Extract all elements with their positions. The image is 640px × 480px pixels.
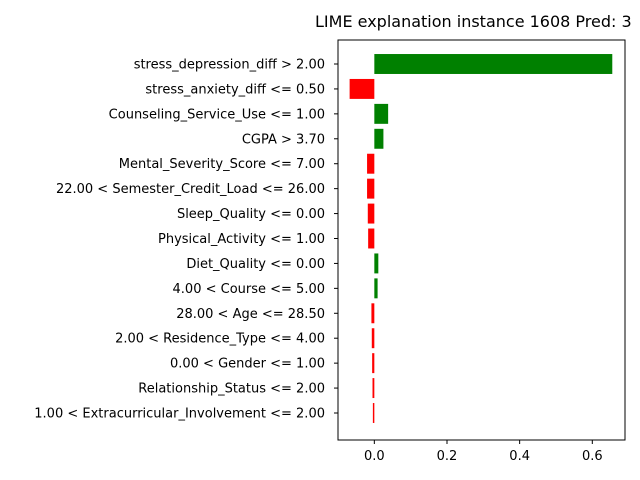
y-tick-label-0: stress_depression_diff > 2.00 — [134, 58, 325, 73]
y-tick-label-10: 28.00 < Age <= 28.50 — [176, 307, 325, 322]
y-tick-label-14: 1.00 < Extracurricular_Involvement <= 2.… — [34, 407, 325, 422]
bar-4 — [367, 153, 375, 174]
y-tick-label-13: Relationship_Status <= 2.00 — [138, 382, 325, 397]
plot-frame — [337, 39, 626, 441]
bar-5 — [367, 178, 375, 199]
y-tick-label-4: Mental_Severity_Score <= 7.00 — [119, 157, 325, 172]
bar-3 — [374, 128, 384, 149]
y-tick-label-1: stress_anxiety_diff <= 0.50 — [145, 82, 325, 97]
y-tick-label-12: 0.00 < Gender <= 1.00 — [170, 357, 325, 372]
y-tick-labels: stress_depression_diff > 2.00 stress_anxi… — [34, 58, 338, 422]
bar-6 — [367, 203, 375, 224]
y-tick-label-11: 2.00 < Residence_Type <= 4.00 — [115, 332, 325, 347]
bar-7 — [368, 228, 375, 249]
chart-title: LIME explanation instance 1608 Pred: 3 — [315, 12, 632, 31]
y-tick-label-2: Counseling_Service_Use <= 1.00 — [109, 107, 325, 122]
y-tick-label-7: Physical_Activity <= 1.00 — [158, 232, 325, 247]
bar-1 — [349, 78, 375, 99]
x-axis: 0.0 0.2 0.4 0.6 — [364, 440, 603, 464]
bar-2 — [374, 103, 389, 124]
y-tick-label-8: Diet_Quality <= 0.00 — [186, 257, 325, 272]
bar-13 — [372, 378, 375, 399]
y-tick-label-3: CGPA > 3.70 — [242, 132, 325, 147]
y-tick-label-6: Sleep_Quality <= 0.00 — [177, 207, 325, 222]
bar-9 — [374, 278, 378, 299]
bar-11 — [371, 328, 375, 349]
x-tick-label-2: 0.4 — [509, 449, 530, 464]
y-tick-label-9: 4.00 < Course <= 5.00 — [173, 282, 325, 297]
bar-0 — [374, 54, 613, 74]
bar-8 — [374, 253, 379, 274]
bars-layer — [349, 54, 613, 423]
x-tick-label-3: 0.6 — [582, 449, 603, 464]
bar-10 — [371, 303, 375, 324]
bar-12 — [372, 353, 375, 374]
y-tick-label-5: 22.00 < Semester_Credit_Load <= 26.00 — [56, 182, 325, 197]
bar-14 — [372, 403, 375, 423]
x-tick-label-1: 0.2 — [437, 449, 458, 464]
x-tick-label-0: 0.0 — [364, 449, 385, 464]
